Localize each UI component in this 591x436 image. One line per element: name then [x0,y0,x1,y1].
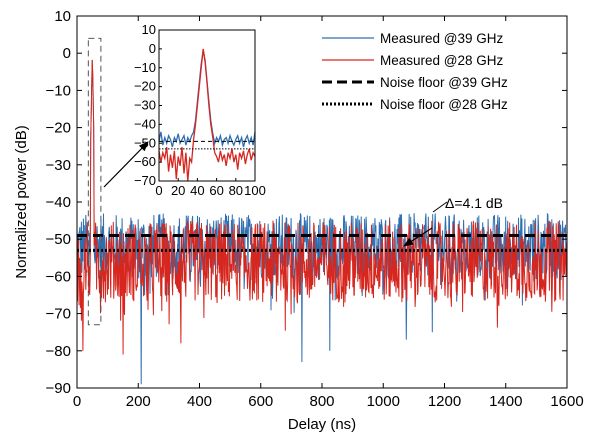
inset-y-tick-label: −60 [134,154,156,169]
inset-x-tick-label: 20 [171,183,185,198]
delta-annotation-label: Δ=4.1 dB [445,195,503,211]
y-tick-label: −20 [46,120,71,137]
inset-y-tick-label: −50 [134,135,156,150]
zoom-arrow [103,141,149,188]
y-tick-label: 10 [54,8,71,25]
inset-x-tick-label: 80 [229,183,243,198]
inset-y-tick-label: 0 [149,41,156,56]
inset-y-tick-label: −40 [134,116,156,131]
y-tick-label: −10 [46,82,71,99]
inset-y-tick-label: 10 [142,22,156,37]
x-tick-label: 1200 [428,393,461,410]
delta-pointer-top [432,201,448,213]
x-tick-label: 800 [309,393,334,410]
x-tick-label: 200 [126,393,151,410]
main-plot-area [76,37,568,385]
delta-arrow [403,227,433,247]
x-tick-label: 1400 [489,393,522,410]
y-tick-label: −40 [46,194,71,211]
y-axis-title: Normalized power (dB) [13,125,30,278]
legend-label: Measured @28 GHz [380,53,504,68]
inset-plot: 0 20 40 60 80 100 −70 −60 −50 −40 −30 −20 −10 0 10 [134,22,266,198]
x-tick-label: 0 [73,393,81,410]
legend: Measured @39 GHz Measured @28 GHz Noise fl… [322,31,508,112]
annotations: Δ=4.1 dB [103,141,503,247]
inset-x-tick-label: 100 [244,183,266,198]
zoom-region-box [87,37,102,326]
legend-label: Noise floor @39 GHz [380,75,508,90]
series-measured-28ghz-line [76,59,568,355]
y-tick-label: −90 [46,380,71,397]
inset-measured-28ghz-line [158,48,256,182]
inset-y-tick-label: −20 [134,79,156,94]
x-tick-label: 600 [248,393,273,410]
inset-x-tick-label: 60 [209,183,223,198]
legend-label: Measured @39 GHz [380,31,504,46]
y-tick-label: −80 [46,343,71,360]
legend-label: Noise floor @28 GHz [380,97,508,112]
x-tick-label: 400 [187,393,212,410]
inset-y-tick-label: −70 [134,173,156,188]
y-tick-label: −30 [46,157,71,174]
inset-x-tick-label: 0 [155,183,162,198]
y-tick-label: −60 [46,268,71,285]
x-tick-label: 1000 [367,393,400,410]
main-axes: 0 200 400 600 800 1000 1200 1400 1600−90−80−70−6… [46,8,584,410]
inset-y-tick-label: −30 [134,98,156,113]
inset-x-tick-label: 40 [190,183,204,198]
y-tick-label: 0 [63,45,71,62]
y-tick-label: −70 [46,306,71,323]
inset-y-tick-label: −10 [134,60,156,75]
x-axis-title: Delay (ns) [288,416,356,433]
x-tick-label: 1600 [550,393,583,410]
y-tick-label: −50 [46,231,71,248]
